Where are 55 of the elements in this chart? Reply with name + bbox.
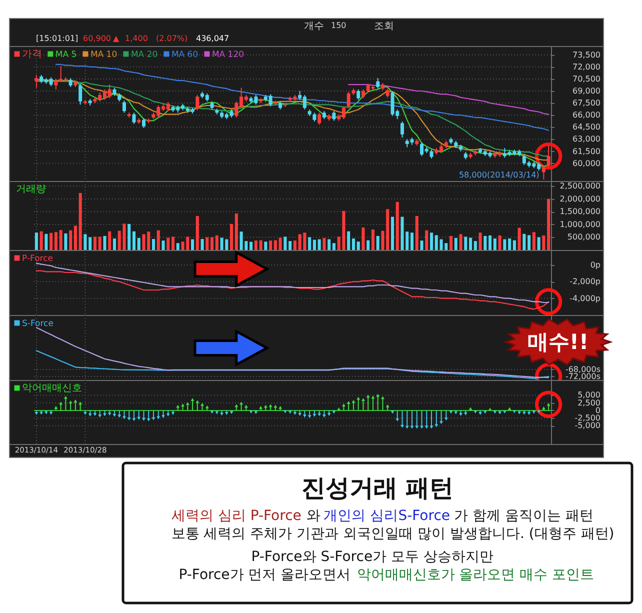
y-tick-label: 5,000 [578, 390, 600, 400]
text: 개수 [304, 21, 324, 32]
y-tick-label: -2,000p [570, 277, 600, 286]
chart-title: 거래량 [16, 184, 46, 195]
text: 악어매매신호가 올라오면 매수 포인트 [356, 567, 594, 583]
text: 개인의 심리S-Force [324, 508, 450, 524]
text: 보통 세력의 주체가 기관과 외국인일때 많이 발생합니다. (대형주 패턴) [171, 526, 614, 542]
annotation: 매수!! [527, 330, 589, 354]
legend-label: MA 20 [130, 50, 158, 60]
text: P-Force가 먼저 올라오면서 [178, 567, 351, 583]
y-tick-label: 2,500 [578, 398, 600, 408]
y-tick-label: -68,000s [565, 364, 600, 374]
y-tick-label: -72,000s [565, 372, 600, 381]
y-tick-label: 1,500,000 [560, 207, 600, 216]
text: ▲ [113, 34, 120, 43]
legend-label: 가격 [22, 49, 42, 60]
y-tick-label: 2,500,000 [560, 182, 600, 191]
y-tick-label: 69,000 [572, 86, 600, 96]
y-tick-label: 64,500 [572, 122, 600, 132]
y-tick-label: -5,000 [574, 421, 600, 430]
y-tick-label: 2,000,000 [560, 194, 600, 204]
text: 436,047 [196, 34, 230, 43]
text: 가 함께 움직이는 패턴 [454, 508, 594, 524]
y-tick-label: 0p [590, 260, 600, 270]
text: 150 [331, 21, 346, 30]
y-tick-label: 73,500 [572, 50, 600, 60]
legend-label: P-Force [22, 254, 54, 264]
legend-label: MA 120 [212, 50, 244, 60]
legend-label: MA 5 [55, 50, 77, 60]
legend-label: MA 10 [90, 50, 118, 60]
y-tick-label: 60,000 [572, 158, 600, 168]
text: 와 [306, 508, 320, 524]
legend-label: S-Force [22, 319, 54, 329]
y-tick-label: 1,000,000 [560, 220, 600, 229]
legend-label: 악어매매신호 [22, 383, 82, 394]
y-tick-label: 67,500 [572, 98, 600, 108]
text: [15:01:01] [36, 34, 78, 43]
y-tick-label: 61,500 [572, 146, 600, 156]
y-tick-label: 63,000 [572, 134, 600, 144]
text: (2.07%) [156, 34, 188, 43]
y-tick-label: 72,000 [572, 62, 600, 72]
text: 조회 [374, 21, 394, 32]
y-tick-label: 70,500 [572, 74, 600, 84]
y-tick-label: -4,000p [570, 294, 600, 303]
text: 1,400 [125, 34, 148, 43]
y-tick-label: -2,500 [574, 414, 600, 423]
y-tick-label: 500,000 [567, 232, 600, 242]
text: 진성거래 패턴 [301, 474, 454, 502]
y-tick-label: 66,000 [572, 110, 600, 120]
legend-label: MA 60 [171, 50, 198, 60]
annotation: 58,000(2014/03/14) [458, 170, 540, 180]
text: P-Force와 S-Force가 모두 상승하지만 [251, 549, 494, 565]
y-tick-label: 0 [595, 406, 600, 415]
text: 60,900 [83, 34, 111, 43]
text: 세력의 심리 P-Force [171, 508, 302, 524]
